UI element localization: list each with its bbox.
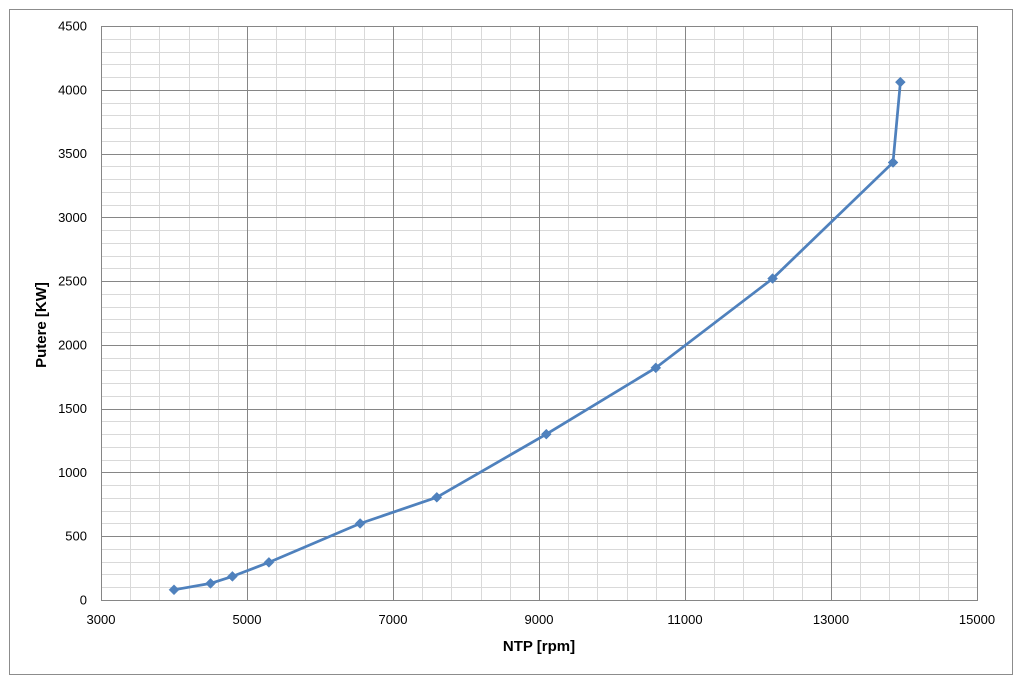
data-point-marker	[168, 584, 180, 596]
x-tick-label: 11000	[667, 612, 702, 627]
data-point-marker	[227, 571, 238, 582]
y-tick-label: 4500	[58, 19, 87, 34]
data-point-marker	[540, 428, 552, 440]
x-axis-title: NTP [rpm]	[503, 638, 575, 655]
y-tick-label: 1500	[58, 401, 87, 416]
series-layer	[168, 76, 906, 596]
x-tick-label: 7000	[379, 612, 408, 627]
data-point-marker	[767, 273, 778, 284]
y-axis-tick-labels: 0 500 1000 1500 2000 2500 3000 3500 4000 4500	[58, 19, 87, 608]
y-tick-label: 3500	[58, 146, 87, 161]
y-tick-label: 4000	[58, 82, 87, 97]
x-tick-label: 5000	[233, 612, 262, 627]
x-tick-label: 3000	[87, 612, 116, 627]
y-tick-label: 2000	[58, 337, 87, 352]
data-point-marker	[263, 557, 275, 568]
data-point-marker	[894, 76, 906, 88]
data-point-marker	[205, 578, 216, 589]
data-point-marker	[650, 362, 662, 374]
major-grid	[101, 26, 978, 601]
data-point-marker	[431, 491, 443, 503]
plot-area	[101, 26, 978, 601]
data-point-marker	[354, 518, 366, 529]
y-tick-label: 1000	[58, 465, 87, 480]
y-tick-label: 3000	[58, 210, 87, 225]
y-tick-label: 2500	[58, 274, 87, 289]
y-tick-label: 0	[80, 593, 87, 608]
x-tick-label: 13000	[813, 612, 849, 627]
y-axis-title: Putere [KW]	[33, 282, 50, 368]
data-point-marker	[887, 157, 899, 168]
x-tick-label: 15000	[959, 612, 995, 627]
series-line	[172, 80, 902, 592]
y-tick-label: 500	[65, 529, 87, 544]
x-axis-tick-labels: 3000 5000 7000 9000 11000 13000 15000	[87, 612, 996, 627]
x-tick-label: 9000	[525, 612, 554, 627]
